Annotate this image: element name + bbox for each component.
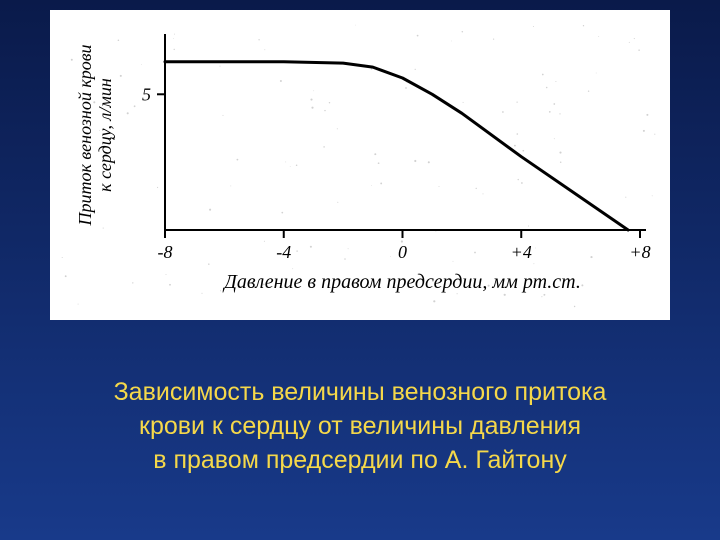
slide-caption: Зависимость величины венозного притока к… — [0, 376, 720, 477]
caption-line-1: Зависимость величины венозного притока — [114, 378, 607, 406]
svg-text:-4: -4 — [276, 242, 291, 262]
caption-line-3: в правом предсердии по А. Гайтону — [153, 446, 567, 474]
chart-panel: -8 -4 0 +4 +8 5 Давление в правом предсердии, … — [50, 10, 670, 320]
svg-text:+8: +8 — [629, 242, 650, 262]
svg-text:5: 5 — [142, 84, 151, 104]
svg-text:0: 0 — [398, 242, 407, 262]
venous-return-chart: -8 -4 0 +4 +8 5 Давление в правом предсердии, … — [50, 10, 670, 320]
svg-text:Приток венозной крови: Приток венозной крови — [75, 44, 95, 226]
svg-text:к сердцу, л/мин: к сердцу, л/мин — [95, 78, 115, 192]
svg-text:+4: +4 — [511, 242, 532, 262]
caption-line-2: крови к сердцу от величины давления — [139, 412, 581, 440]
svg-text:Давление в правом предсердии,: Давление в правом предсердии, мм рт.ст. — [222, 271, 581, 293]
svg-text:-8: -8 — [158, 242, 173, 262]
